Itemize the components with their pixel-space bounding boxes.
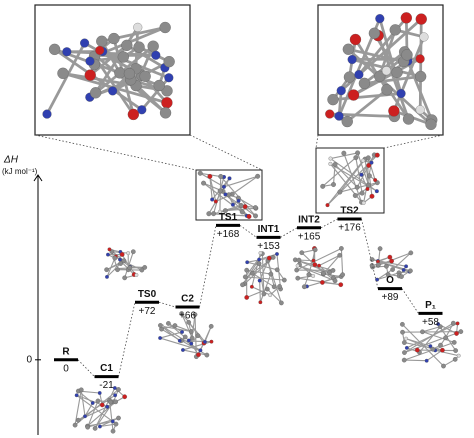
molecule xyxy=(325,12,438,131)
value-label: +89 xyxy=(382,292,399,303)
level-name: C1 xyxy=(100,363,113,374)
highlight-box xyxy=(315,147,385,214)
level-name: C2 xyxy=(181,294,194,305)
molecule xyxy=(72,386,128,434)
level-name: TS2 xyxy=(340,206,359,217)
value-label: +153 xyxy=(257,241,280,252)
value-label: +176 xyxy=(338,223,361,234)
y-axis-unit: (kJ mol⁻¹) xyxy=(2,167,38,176)
value-label: +165 xyxy=(298,231,321,242)
level-name: P₁ xyxy=(425,300,436,311)
value-label: +168 xyxy=(217,229,240,240)
connector xyxy=(199,225,217,308)
molecule xyxy=(369,246,414,282)
molecule xyxy=(240,251,287,306)
connector xyxy=(77,359,95,377)
connector xyxy=(239,225,257,238)
y-axis-arrow xyxy=(33,174,43,182)
value-label: +72 xyxy=(139,306,156,317)
molecule xyxy=(400,320,464,369)
molecule xyxy=(42,21,175,121)
level-name: TS0 xyxy=(138,289,157,300)
value-label: +66 xyxy=(179,311,196,322)
connector xyxy=(158,301,176,308)
connector xyxy=(361,218,379,289)
level-name: INT2 xyxy=(298,214,320,225)
molecule xyxy=(197,170,261,219)
molecule xyxy=(158,311,214,359)
molecule xyxy=(104,247,148,281)
connector xyxy=(118,302,136,377)
value-label: -21 xyxy=(99,380,114,391)
molecule xyxy=(292,246,345,290)
callout-lines xyxy=(34,134,444,171)
y-axis-label: ΔH xyxy=(3,155,19,166)
value-label: 0 xyxy=(63,363,69,374)
level-name: INT1 xyxy=(258,224,280,235)
value-label: +58 xyxy=(422,317,439,328)
connector xyxy=(320,218,338,229)
highlight-box xyxy=(195,169,263,221)
level-name: TS1 xyxy=(219,212,238,223)
level-name: O xyxy=(386,275,394,286)
connector xyxy=(401,288,419,314)
molecule xyxy=(320,150,380,208)
connector xyxy=(280,227,298,238)
y-tick-label: 0 xyxy=(26,354,32,365)
level-name: R xyxy=(62,346,70,357)
